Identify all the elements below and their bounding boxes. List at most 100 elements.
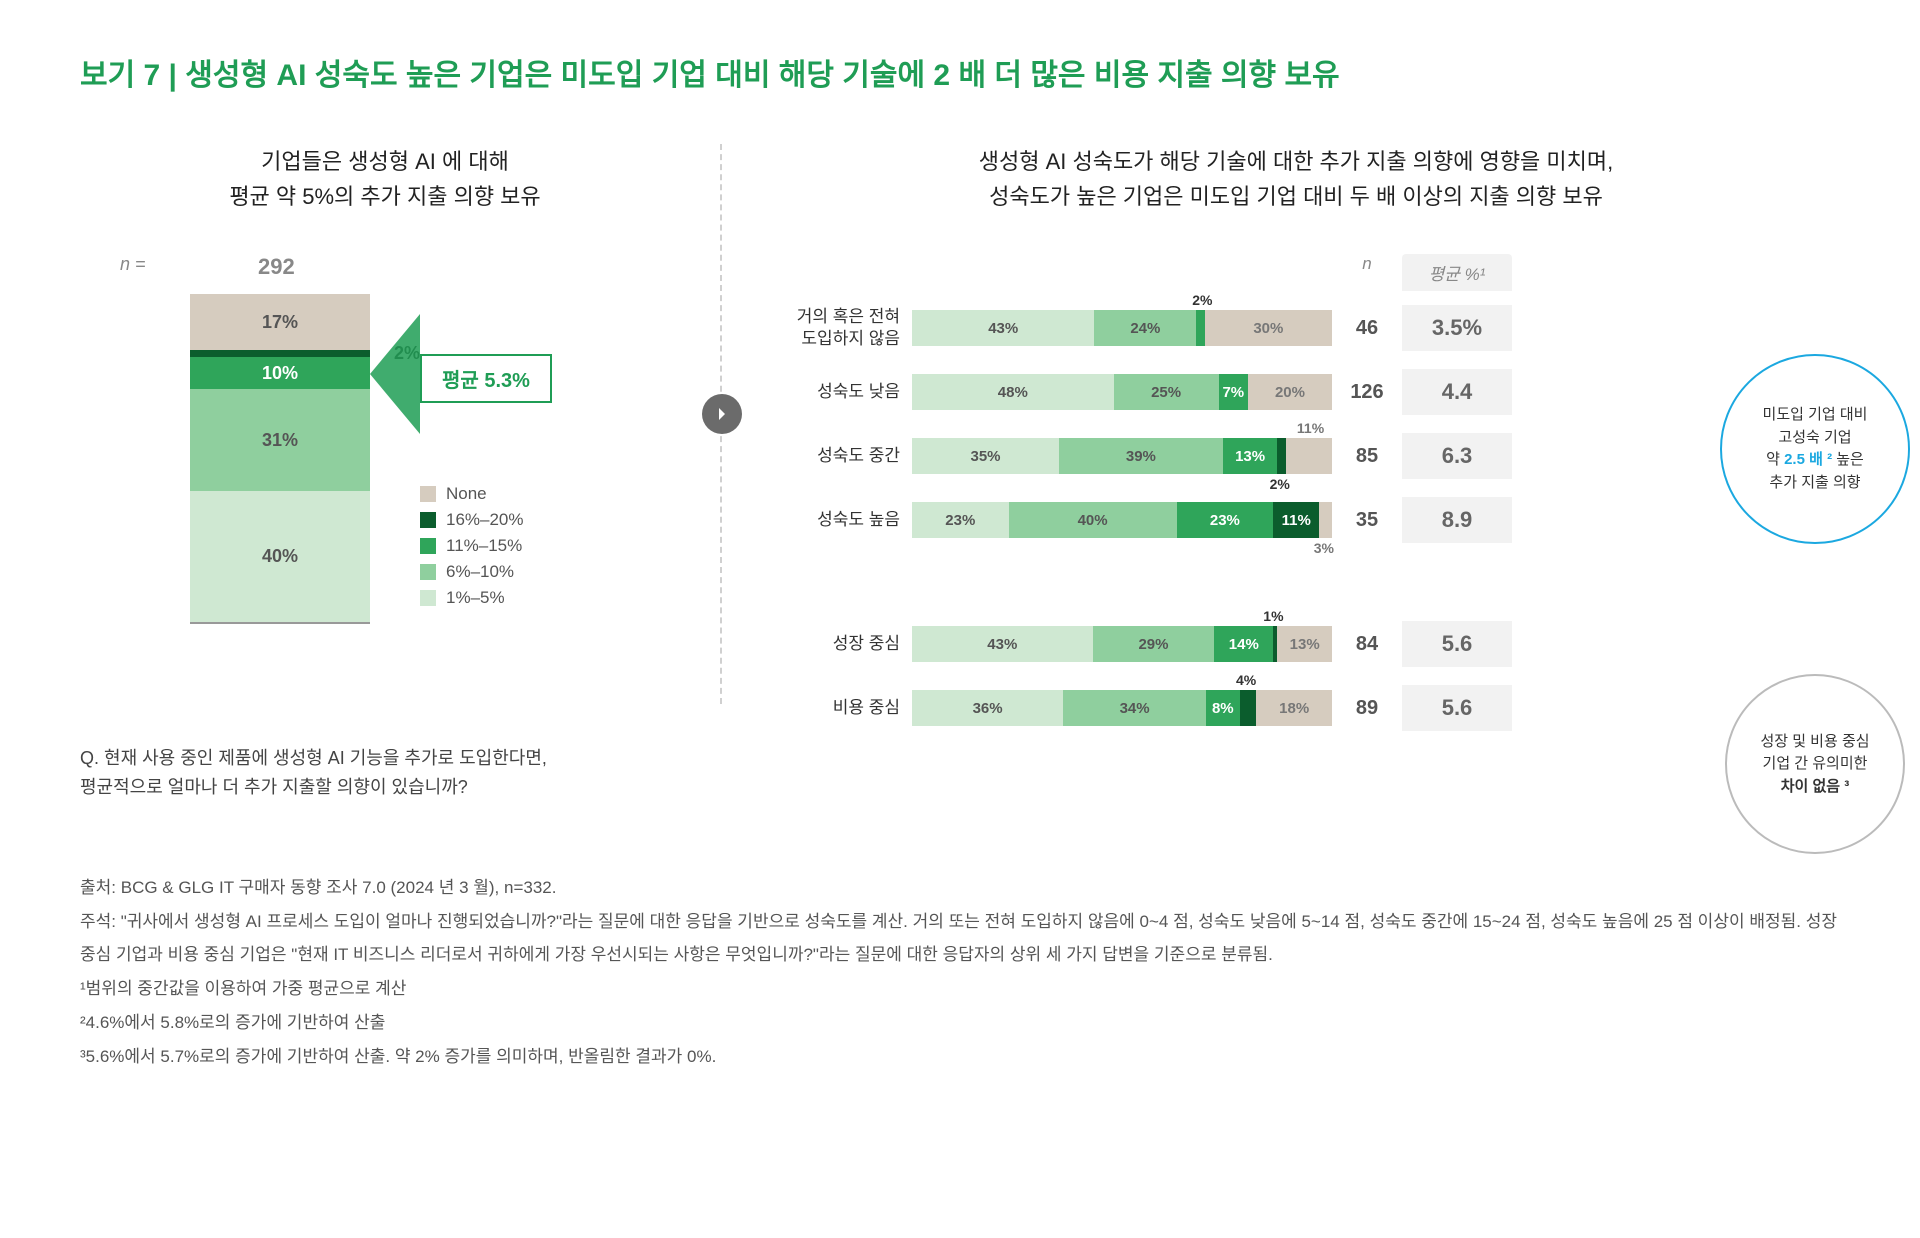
question-line1: Q. 현재 사용 중인 제품에 생성형 AI 기능을 추가로 도입한다면, bbox=[80, 748, 547, 768]
stacked-bar-chart: n = 292 17%2%10%31%40% 평균 5.3% None16%–2… bbox=[80, 254, 690, 734]
hbar-bar: 48%25%7%20% bbox=[912, 374, 1332, 410]
hbar-category-label: 거의 혹은 전혀도입하지 않음 bbox=[752, 306, 912, 350]
hbar-segment bbox=[1277, 438, 1285, 474]
header-n: n bbox=[1332, 254, 1402, 291]
right-subtitle-line2: 성숙도가 높은 기업은 미도입 기업 대비 두 배 이상의 지출 의향 보유 bbox=[989, 184, 1603, 209]
left-panel: 기업들은 생성형 AI 에 대해 평균 약 5%의 추가 지출 의향 보유 n … bbox=[80, 144, 720, 802]
hbar-bar: 35%39%13%2%11% bbox=[912, 438, 1332, 474]
hbar-segment: 34% bbox=[1063, 690, 1206, 726]
segment-ext-label: 1% bbox=[1263, 608, 1283, 624]
legend-label: None bbox=[446, 484, 487, 504]
stack-segment: 10% bbox=[190, 357, 370, 390]
hbar-category-label: 성숙도 낮음 bbox=[752, 381, 912, 403]
hbar-segment: 23% bbox=[912, 502, 1009, 538]
legend-label: 6%–10% bbox=[446, 562, 514, 582]
right-panel: 생성형 AI 성숙도가 해당 기술에 대한 추가 지출 의향에 영향을 미치며,… bbox=[722, 144, 1840, 749]
n-value: 292 bbox=[258, 254, 295, 280]
bubble-gray-l1: 성장 및 비용 중심 bbox=[1760, 733, 1869, 750]
hbar-segment bbox=[1319, 502, 1332, 538]
hbar-segment bbox=[1240, 690, 1257, 726]
n-label: n = bbox=[120, 254, 146, 275]
header-avg: 평균 %¹ bbox=[1402, 254, 1512, 291]
hbar-row: 성숙도 중간35%39%13%2%11%856.3 bbox=[752, 433, 1840, 479]
segment-ext-label: 3% bbox=[1314, 540, 1334, 556]
hbar-bar: 43%29%14%1%13% bbox=[912, 626, 1332, 662]
legend-item: None bbox=[420, 484, 524, 504]
left-subtitle-line2: 평균 약 5%의 추가 지출 의향 보유 bbox=[229, 184, 540, 209]
hbar-avg-value: 6.3 bbox=[1402, 433, 1512, 479]
legend-label: 16%–20% bbox=[446, 510, 524, 530]
hbar-segment: 35% bbox=[912, 438, 1059, 474]
hbar-segment: 18% bbox=[1256, 690, 1332, 726]
bubble-blue-l4: 추가 지출 의향 bbox=[1769, 474, 1860, 491]
legend-swatch bbox=[420, 590, 436, 606]
legend-item: 16%–20% bbox=[420, 510, 524, 530]
exhibit-title: 보기 7 | 생성형 AI 성숙도 높은 기업은 미도입 기업 대비 해당 기술… bbox=[80, 50, 1840, 94]
hbar-segment: 29% bbox=[1093, 626, 1215, 662]
hbar-segment: 24% bbox=[1094, 310, 1196, 346]
content-area: 기업들은 생성형 AI 에 대해 평균 약 5%의 추가 지출 의향 보유 n … bbox=[80, 144, 1840, 802]
hbar-avg-value: 5.6 bbox=[1402, 621, 1512, 667]
hbar-segment: 43% bbox=[912, 310, 1094, 346]
hbar-segment: 43% bbox=[912, 626, 1093, 662]
hbar-segment: 8% bbox=[1206, 690, 1240, 726]
footnote-1: ¹범위의 중간값을 이용하여 가중 평균으로 계산 bbox=[80, 973, 1840, 1005]
legend-swatch bbox=[420, 512, 436, 528]
callout-bubble-gray: 성장 및 비용 중심 기업 간 유의미한 차이 없음 ³ bbox=[1725, 674, 1905, 854]
hbar-category-label: 성숙도 높음 bbox=[752, 509, 912, 531]
hbar-segment: 48% bbox=[912, 374, 1114, 410]
hbar-bar: 23%40%23%11%3% bbox=[912, 502, 1332, 538]
footnote-3: ³5.6%에서 5.7%로의 증가에 기반하여 산출. 약 2% 증가를 의미하… bbox=[80, 1041, 1840, 1073]
hbar-segment: 30% bbox=[1205, 310, 1332, 346]
footnotes: 출처: BCG & GLG IT 구매자 동향 조사 7.0 (2024 년 3… bbox=[80, 872, 1840, 1074]
right-subtitle: 생성형 AI 성숙도가 해당 기술에 대한 추가 지출 의향에 영향을 미치며,… bbox=[752, 144, 1840, 214]
hbar-n-value: 35 bbox=[1332, 509, 1402, 532]
left-subtitle: 기업들은 생성형 AI 에 대해 평균 약 5%의 추가 지출 의향 보유 bbox=[80, 144, 690, 214]
hbar-row: 성장 중심43%29%14%1%13%845.6 bbox=[752, 621, 1840, 667]
hbar-segment: 13% bbox=[1223, 438, 1278, 474]
legend-item: 1%–5% bbox=[420, 588, 524, 608]
hbar-headers: n 평균 %¹ bbox=[752, 254, 1840, 291]
hbar-segment: 11% bbox=[1273, 502, 1319, 538]
hbar-segment: 7% bbox=[1219, 374, 1248, 410]
hbar-n-value: 84 bbox=[1332, 633, 1402, 656]
hbar-segment: 40% bbox=[1009, 502, 1177, 538]
legend-swatch bbox=[420, 564, 436, 580]
legend-swatch bbox=[420, 486, 436, 502]
segment-ext-label: 11% bbox=[1297, 420, 1324, 436]
hbar-segment: 23% bbox=[1177, 502, 1274, 538]
hbar-n-value: 89 bbox=[1332, 697, 1402, 720]
legend-item: 6%–10% bbox=[420, 562, 524, 582]
left-subtitle-line1: 기업들은 생성형 AI 에 대해 bbox=[261, 149, 509, 174]
hbar-category-label: 성숙도 중간 bbox=[752, 445, 912, 467]
footnote-source: 출처: BCG & GLG IT 구매자 동향 조사 7.0 (2024 년 3… bbox=[80, 872, 1840, 904]
stack-segment: 40% bbox=[190, 491, 370, 622]
hbar-row: 성숙도 높음23%40%23%11%3%358.9 bbox=[752, 497, 1840, 543]
hbar-segment bbox=[1196, 310, 1204, 346]
hbar-segment: 14% bbox=[1214, 626, 1273, 662]
footnote-2: ²4.6%에서 5.8%로의 증가에 기반하여 산출 bbox=[80, 1007, 1840, 1039]
legend-item: 11%–15% bbox=[420, 536, 524, 556]
bubble-blue-l3a: 약 bbox=[1766, 451, 1784, 468]
bubble-gray-l2: 기업 간 유의미한 bbox=[1763, 755, 1868, 772]
legend: None 16%–20% 11%–15% 6%–10% 1%–5% bbox=[420, 484, 524, 614]
legend-label: 1%–5% bbox=[446, 588, 505, 608]
legend-label: 11%–15% bbox=[446, 536, 522, 556]
callout-bubble-blue: 미도입 기업 대비 고성숙 기업 약 2.5 배 ² 높은 추가 지출 의향 bbox=[1720, 354, 1910, 544]
hbar-n-value: 85 bbox=[1332, 445, 1402, 468]
hbar-avg-value: 5.6 bbox=[1402, 685, 1512, 731]
hbar-bar: 43%24%2%30% bbox=[912, 310, 1332, 346]
hbar-segment: 25% bbox=[1114, 374, 1219, 410]
hbar-category-label: 성장 중심 bbox=[752, 633, 912, 655]
segment-ext-label: 4% bbox=[1236, 672, 1256, 688]
right-subtitle-line1: 생성형 AI 성숙도가 해당 기술에 대한 추가 지출 의향에 영향을 미치며, bbox=[979, 149, 1614, 174]
hbar-avg-value: 3.5% bbox=[1402, 305, 1512, 351]
legend-swatch bbox=[420, 538, 436, 554]
segment-ext-label: 2% bbox=[1270, 476, 1290, 492]
hbar-segment: 13% bbox=[1277, 626, 1332, 662]
hbar-n-value: 46 bbox=[1332, 317, 1402, 340]
hbar-category-label: 비용 중심 bbox=[752, 697, 912, 719]
survey-question: Q. 현재 사용 중인 제품에 생성형 AI 기능을 추가로 도입한다면, 평균… bbox=[80, 744, 690, 802]
segment-ext-label: 2% bbox=[1192, 292, 1212, 308]
hbar-n-value: 126 bbox=[1332, 381, 1402, 404]
